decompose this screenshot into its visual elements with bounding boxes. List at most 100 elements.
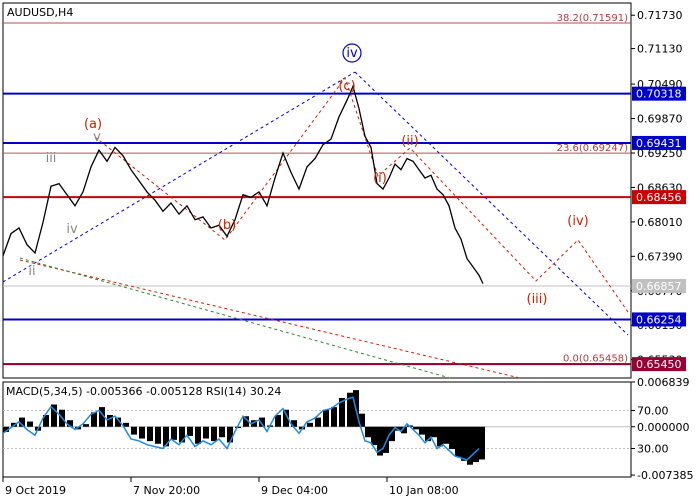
main-panel-frame bbox=[2, 2, 632, 379]
price-axis-label: 0.68010 bbox=[637, 216, 683, 229]
horizontal-level-tag bbox=[632, 312, 686, 327]
macd-histogram-bar bbox=[455, 426, 461, 457]
macd-histogram-bar bbox=[235, 426, 241, 429]
horizontal-level-label: 0.68456 bbox=[636, 191, 682, 204]
macd-histogram-bar bbox=[3, 426, 9, 432]
macd-histogram-bar bbox=[413, 426, 419, 430]
time-axis-label: 7 Nov 20:00 bbox=[133, 484, 200, 497]
macd-histogram-bar bbox=[155, 426, 161, 444]
price-axis-label: 0.71130 bbox=[637, 43, 683, 56]
macd-histogram-bar bbox=[219, 426, 225, 438]
macd-histogram-bar bbox=[383, 426, 389, 453]
price-series-line bbox=[2, 84, 484, 284]
macd-histogram-bar bbox=[139, 426, 145, 439]
wave-label: (b) bbox=[218, 218, 236, 233]
macd-histogram-bar bbox=[449, 426, 455, 449]
macd-axis-label: 0.006839 bbox=[637, 376, 690, 389]
horizontal-level-tag bbox=[632, 135, 686, 150]
macd-histogram-bar bbox=[83, 424, 89, 427]
macd-histogram-bar bbox=[275, 414, 281, 427]
wave-label: (a) bbox=[84, 117, 102, 132]
macd-histogram-bar bbox=[323, 409, 329, 427]
macd-axis-label: 0.000000 bbox=[637, 421, 690, 434]
macd-histogram-bar bbox=[91, 412, 97, 427]
horizontal-level-label: 0.70318 bbox=[636, 88, 682, 101]
macd-histogram-bar bbox=[437, 426, 443, 447]
macd-histogram-bar bbox=[389, 426, 395, 442]
macd-histogram-bar bbox=[365, 426, 371, 438]
fibonacci-level-label: 23.6(0.69247) bbox=[557, 143, 629, 154]
horizontal-level-tag bbox=[632, 86, 686, 101]
time-axis-label: 9 Oct 2019 bbox=[5, 484, 66, 497]
wave-label: (i) bbox=[373, 171, 387, 186]
macd-histogram-bar bbox=[419, 426, 425, 435]
macd-histogram-bar bbox=[43, 414, 49, 427]
fibonacci-level-label: 38.2(0.71591) bbox=[557, 13, 629, 24]
macd-histogram-bar bbox=[19, 417, 25, 427]
wave-label: v bbox=[93, 130, 101, 145]
time-axis-label: 10 Jan 08:00 bbox=[389, 484, 459, 497]
macd-histogram-bar bbox=[187, 426, 193, 436]
macd-histogram-bar bbox=[425, 426, 431, 442]
wave-label: ii bbox=[28, 264, 35, 279]
macd-histogram-bar bbox=[371, 426, 377, 446]
time-axis-label: 9 Dec 04:00 bbox=[261, 484, 328, 497]
macd-histogram-bar bbox=[283, 409, 289, 427]
macd-histogram-bar bbox=[307, 422, 313, 427]
channel-line-upper bbox=[2, 71, 356, 283]
macd-histogram-bar bbox=[461, 426, 467, 461]
price-axis-label: 0.69870 bbox=[637, 113, 683, 126]
macd-histogram-bar bbox=[259, 417, 265, 427]
macd-histogram-bar bbox=[473, 426, 479, 463]
rsi-line bbox=[2, 396, 480, 461]
macd-histogram-bar bbox=[401, 426, 407, 434]
macd-histogram-bar bbox=[331, 407, 337, 427]
macd-histogram-bar bbox=[315, 417, 321, 427]
macd-histogram-bar bbox=[377, 426, 383, 456]
macd-histogram-bar bbox=[339, 397, 345, 427]
macd-histogram-bar bbox=[443, 426, 449, 444]
macd-histogram-bar bbox=[251, 420, 257, 427]
wave-label: (c) bbox=[338, 79, 355, 94]
macd-histogram-bar bbox=[431, 426, 437, 438]
wave-label: iv bbox=[66, 222, 78, 237]
macd-histogram-bar bbox=[131, 426, 137, 435]
macd-histogram-bar bbox=[203, 426, 209, 439]
macd-histogram-bar bbox=[163, 426, 169, 447]
chart-title: AUDUSD,H4 bbox=[7, 6, 73, 19]
macd-histogram-bar bbox=[211, 426, 217, 442]
macd-histogram-bar bbox=[467, 426, 473, 465]
horizontal-level-label: 0.66254 bbox=[636, 313, 682, 326]
macd-histogram-bar bbox=[347, 392, 353, 427]
macd-histogram-bar bbox=[115, 417, 121, 427]
indicator-panel: 9 Oct 2019 7 Nov 20:00 9 Dec 04:00 10 Jan 0… bbox=[2, 376, 693, 497]
price-axis-label: 0.69250 bbox=[637, 147, 683, 160]
trend-line-red bbox=[19, 259, 521, 379]
macd-histogram-bar bbox=[123, 422, 129, 427]
horizontal-level-tag bbox=[632, 357, 686, 372]
price-axis-label: 0.71730 bbox=[637, 9, 683, 22]
macd-histogram-bar bbox=[243, 416, 249, 427]
wave-label: iv bbox=[346, 46, 358, 61]
macd-histogram-bar bbox=[359, 413, 365, 427]
indicator-title: MACD(5,34,5) -0.005366 -0.005128 RSI(14)… bbox=[6, 385, 281, 398]
macd-histogram-bar bbox=[171, 426, 177, 440]
wave-label: (iv) bbox=[567, 214, 588, 229]
horizontal-level-label: 0.69431 bbox=[636, 137, 682, 150]
macd-histogram-bar bbox=[107, 414, 113, 427]
wave-label: (iii) bbox=[527, 292, 548, 307]
wave-label: iii bbox=[46, 151, 57, 166]
macd-histogram-bar bbox=[147, 426, 153, 442]
fibonacci-level-label: 0.0(0.65458) bbox=[563, 354, 628, 365]
macd-histogram-bar bbox=[227, 426, 233, 443]
horizontal-level-label: 0.65450 bbox=[636, 358, 682, 371]
macd-histogram-bar bbox=[99, 407, 105, 427]
horizontal-level-tag bbox=[632, 190, 686, 205]
current-price-tag bbox=[632, 278, 686, 293]
trend-line-green bbox=[19, 257, 451, 379]
macd-histogram-bar bbox=[51, 404, 57, 427]
macd-histogram-bar bbox=[195, 426, 201, 444]
macd-axis-label: -0.007385 bbox=[637, 469, 693, 482]
